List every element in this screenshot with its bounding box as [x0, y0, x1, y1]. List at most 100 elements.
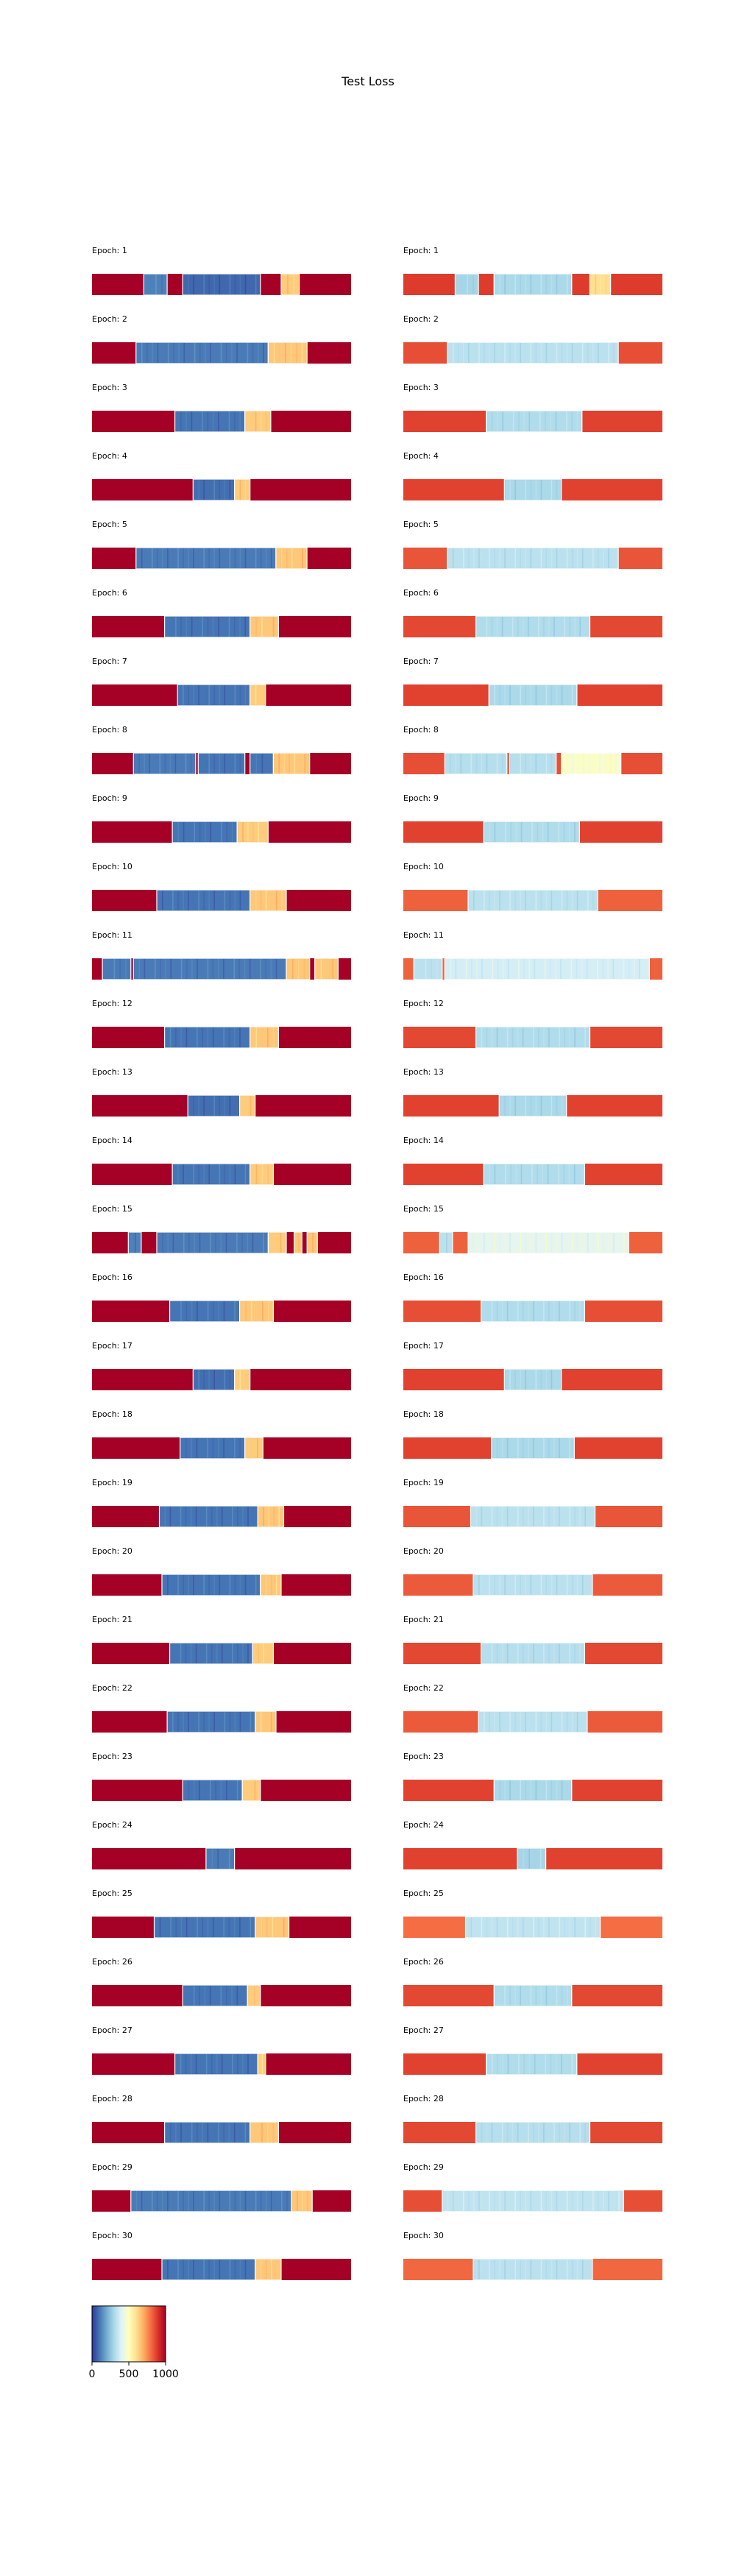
heatmap-cell-line [497, 411, 498, 431]
heatmap-cell-line [597, 959, 598, 979]
epoch-label: Epoch: 16 [403, 1273, 444, 1282]
heatmap-cell-line [579, 1507, 581, 1526]
heatmap-cell-line [507, 959, 509, 979]
heatmap-cell-line [489, 1575, 490, 1595]
heatmap-cell-line [486, 959, 488, 979]
heatmap-cell-line [535, 1096, 537, 1116]
heatmap-cell-line [520, 1164, 523, 1184]
heatmap-cell-line [566, 685, 568, 705]
heatmap-segment [241, 1779, 261, 1802]
heatmap-cell-line [202, 1301, 204, 1321]
heatmap-cell-line [216, 2054, 218, 2074]
epoch-panel-right-1: Epoch: 1 [403, 246, 662, 296]
heatmap-cell-line [125, 959, 127, 979]
epoch-label: Epoch: 2 [403, 314, 439, 324]
heatmap-cell-line [547, 1164, 549, 1184]
heatmap-cell-line [489, 343, 490, 363]
heatmap-cell-line [499, 2260, 500, 2279]
heatmap-cell-line [247, 2054, 249, 2074]
heatmap-segment [244, 410, 272, 433]
heatmap-cell-line [255, 1027, 258, 1047]
heatmap-cell-line [618, 1233, 620, 1253]
heatmap-cell-line [267, 617, 269, 637]
heatmap-cell-line [208, 685, 210, 705]
heatmap-cell-line [233, 617, 236, 637]
heatmap-cell-line [528, 617, 529, 637]
epoch-label: Epoch: 27 [92, 2025, 132, 2035]
heatmap-segment [166, 1710, 256, 1733]
heatmap-cell-line [514, 2260, 516, 2279]
heatmap-cell-line [505, 1164, 506, 1184]
heatmap-cell-line [571, 1712, 573, 1732]
heatmap-cell-line [545, 275, 548, 294]
heatmap-cell-line [210, 343, 211, 363]
heatmap-segment [280, 273, 300, 296]
heatmap-cell-line [138, 754, 140, 774]
heatmap-cell-line [239, 617, 241, 637]
heatmap-cell-line [167, 891, 169, 910]
heatmap-cell-line [239, 1712, 241, 1732]
heatmap-cell-line [545, 2191, 548, 2211]
heatmap-cell-line [598, 548, 599, 568]
heatmap-cell-line [530, 275, 532, 294]
heatmap-cell-line [320, 959, 322, 979]
heatmap-cell-line [294, 754, 296, 774]
heatmap-cell-line [212, 617, 214, 637]
heatmap-cell-line [535, 480, 537, 500]
heatmap-cell-line [570, 959, 572, 979]
heatmap-cell-line [180, 411, 182, 431]
heatmap-cell-line [198, 2191, 199, 2211]
heatmap-cell-line [267, 754, 269, 774]
epoch-label: Epoch: 17 [403, 1341, 444, 1351]
heatmap-cell-line [229, 891, 231, 910]
heatmap-cell-line [556, 1780, 558, 1800]
heatmap-cell-line [250, 1712, 252, 1732]
heatmap-cell-line [543, 2123, 545, 2142]
heatmap-cell-line [229, 2260, 231, 2279]
heatmap-cell-line [545, 1780, 548, 1800]
heatmap-cell-line [592, 959, 593, 979]
heatmap-cell-line [208, 754, 210, 774]
heatmap-cell-line [545, 2054, 546, 2074]
heatmap-cell-line [525, 1096, 526, 1116]
heatmap-cell-line [188, 1780, 190, 1800]
heatmap-cell-line [198, 685, 199, 705]
heatmap-cell-line [297, 959, 300, 979]
epoch-panel-left-23: Epoch: 23 [92, 1752, 351, 1802]
heatmap-cell-line [484, 548, 485, 568]
heatmap-cell-line [157, 2191, 158, 2211]
heatmap-cell-line [535, 1712, 537, 1732]
heatmap-cell-line [169, 1027, 171, 1047]
heatmap-cell-line [586, 959, 588, 979]
heatmap-cell-line [212, 959, 214, 979]
heatmap-cell-line [219, 2260, 221, 2279]
heatmap-cell-line [265, 411, 267, 431]
heatmap-cell-line [204, 1780, 206, 1800]
heatmap-cell-line [162, 2191, 163, 2211]
heatmap-cell-line [540, 685, 542, 705]
heatmap-cell-line [545, 1986, 548, 2006]
heatmap-cell-line [603, 1233, 604, 1253]
heatmap-cell-line [559, 1438, 560, 1458]
epoch-label: Epoch: 11 [403, 930, 444, 940]
heatmap-segment [250, 2121, 280, 2144]
heatmap-cell-line [525, 343, 526, 363]
epoch-label: Epoch: 25 [403, 1889, 444, 1898]
heatmap-cell-line [177, 548, 179, 568]
heatmap-cell-line [499, 891, 500, 910]
heatmap-cell-line [205, 1643, 208, 1663]
heatmap-cell-line [525, 1233, 526, 1253]
heatmap-cell-line [559, 2123, 560, 2142]
heatmap-cell-line [559, 1301, 560, 1321]
epoch-panel-right-16: Epoch: 16 [403, 1273, 662, 1323]
heatmap-cell-line [545, 343, 548, 363]
heatmap-cell-line [535, 1233, 537, 1253]
heatmap-cell-line [188, 275, 189, 294]
heatmap-segment [102, 958, 132, 980]
heatmap-cell-line [517, 1917, 519, 1937]
heatmap-cell-line [568, 822, 570, 842]
heatmap-cell-line [162, 1233, 163, 1253]
heatmap-cell-line [188, 548, 189, 568]
heatmap-cell-line [218, 1027, 219, 1047]
heatmap-cell-line [239, 548, 241, 568]
